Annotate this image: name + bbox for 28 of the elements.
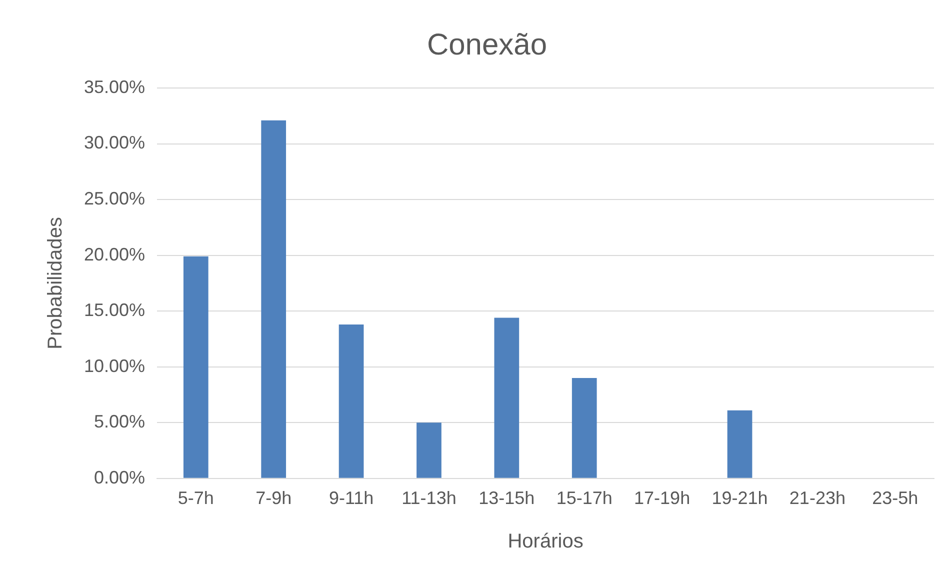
bar [183,256,208,478]
x-tick-label: 21-23h [789,488,846,508]
x-tick-label: 7-9h [256,488,292,508]
chart-title: Conexão [426,28,548,62]
y-tick-label: 10.00% [84,356,146,376]
bar [572,378,597,478]
x-axis-title: Horários [508,530,584,553]
bar [727,410,752,478]
y-tick-label: 5.00% [94,412,146,432]
x-tick-label: 17-19h [634,488,690,508]
y-tick-label: 0.00% [94,467,146,488]
y-tick-label: 35.00% [84,76,146,97]
bar [494,318,520,478]
y-tick-label: 25.00% [84,188,146,209]
y-axis-title: Probabilidades [44,217,67,350]
x-tick-label: 11-13h [402,488,456,508]
x-tick-label: 23-5h [872,488,918,508]
y-tick-label: 30.00% [84,132,146,153]
y-tick-label: 15.00% [84,300,146,320]
x-tick-label: 19-21h [712,488,768,508]
bar [416,422,442,478]
x-tick-label: 15-17h [556,488,612,508]
bar [338,324,364,478]
x-tick-label: 5-7h [178,488,214,508]
x-tick-label: 9-11h [328,488,374,508]
bar [261,120,286,478]
x-tick-label: 13-15h [478,488,535,508]
y-tick-label: 20.00% [84,244,146,264]
